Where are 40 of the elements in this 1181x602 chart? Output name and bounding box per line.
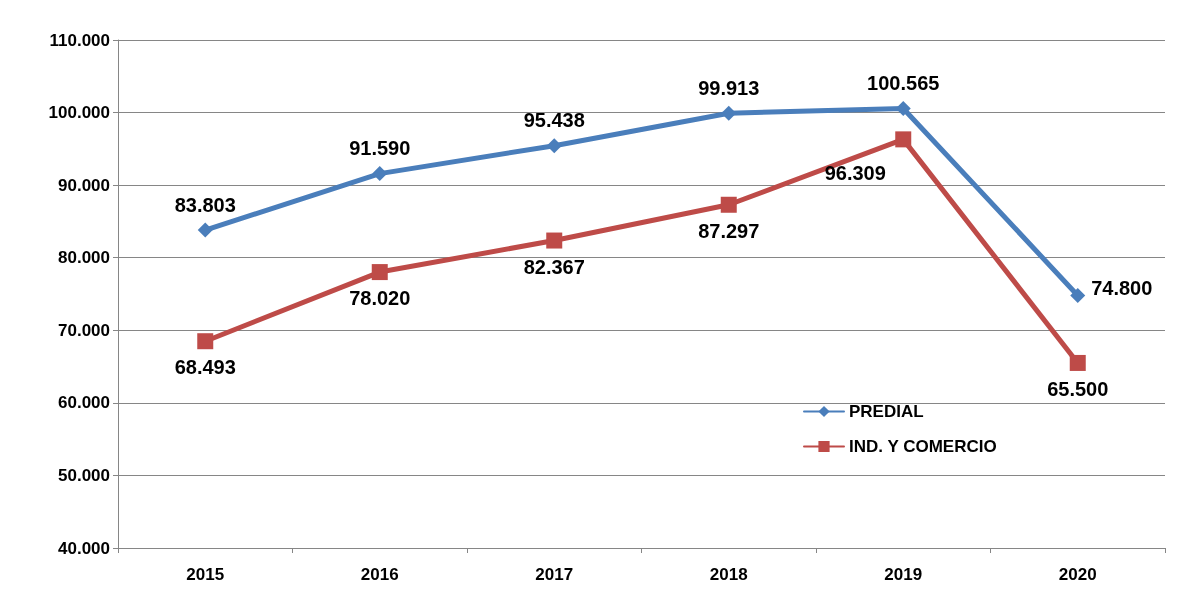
data-label: 87.297 bbox=[698, 219, 760, 242]
data-label: 91.590 bbox=[349, 137, 411, 160]
x-tick-label: 2019 bbox=[884, 565, 923, 584]
y-tick-label: 40.000 bbox=[58, 538, 110, 558]
point bbox=[721, 105, 737, 121]
point bbox=[895, 131, 912, 148]
data-label: 65.500 bbox=[1047, 377, 1109, 400]
x-tick-label: 2016 bbox=[360, 565, 399, 584]
point bbox=[1069, 354, 1086, 371]
point bbox=[1070, 287, 1086, 303]
point bbox=[197, 222, 213, 238]
data-label: 74.800 bbox=[1091, 276, 1153, 299]
point bbox=[546, 232, 563, 249]
point bbox=[720, 196, 737, 213]
x-tick-label: 2015 bbox=[186, 565, 225, 584]
data-label: 78.020 bbox=[349, 287, 411, 310]
x-tick-label: 2020 bbox=[1058, 565, 1097, 584]
data-label: 68.493 bbox=[174, 356, 236, 379]
data-label: 83.803 bbox=[174, 193, 236, 216]
y-tick-label: 60.000 bbox=[58, 393, 110, 413]
legend-label: PREDIAL bbox=[849, 402, 924, 421]
y-tick-label: 70.000 bbox=[58, 320, 110, 340]
data-label: 95.438 bbox=[523, 109, 585, 132]
point bbox=[371, 264, 388, 281]
data-label: 100.565 bbox=[867, 71, 940, 94]
y-tick-label: 100.000 bbox=[48, 103, 110, 123]
y-tick-label: 80.000 bbox=[58, 248, 110, 268]
x-tick-label: 2017 bbox=[535, 565, 574, 584]
data-label: 99.913 bbox=[698, 76, 760, 99]
point bbox=[372, 166, 388, 182]
legend-label: IND. Y COMERCIO bbox=[849, 437, 997, 456]
point bbox=[546, 138, 562, 154]
y-tick-label: 50.000 bbox=[58, 465, 110, 485]
data-label: 96.309 bbox=[824, 162, 886, 185]
data-label: 82.367 bbox=[523, 255, 585, 278]
y-tick-label: 110.000 bbox=[49, 30, 110, 50]
x-tick-label: 2018 bbox=[709, 565, 748, 584]
point bbox=[197, 333, 214, 350]
point bbox=[895, 100, 911, 116]
y-tick-label: 90.000 bbox=[58, 175, 110, 195]
